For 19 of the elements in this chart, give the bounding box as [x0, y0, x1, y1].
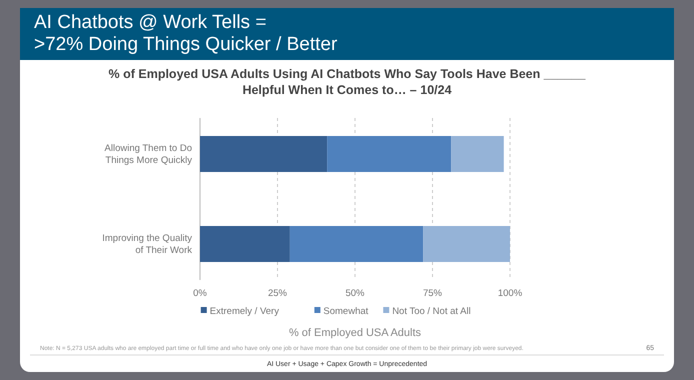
bar [423, 226, 510, 262]
x-tick-label: 100% [498, 288, 523, 299]
bar [290, 226, 424, 262]
legend-label: Somewhat [323, 306, 369, 317]
x-axis-title: % of Employed USA Adults [288, 327, 422, 339]
y-tick-label: Allowing Them to Do Things More Quickly [104, 143, 192, 166]
bar [451, 136, 504, 172]
x-tick-label: 25% [268, 288, 288, 299]
legend-label: Extremely / Very [210, 306, 280, 317]
bar [327, 136, 452, 172]
x-tick-label: 0% [193, 288, 208, 299]
bar [200, 136, 328, 172]
chart-subtitle: % of Employed USA Adults Using AI Chatbots Who Say Tools Have Been ______ Helpful When It Comes to… – 10/24 [108, 67, 587, 97]
x-tick-label: 50% [345, 288, 366, 299]
y-tick-label: Improving the Quality of Their Work [102, 233, 192, 256]
bar [200, 226, 290, 262]
x-tick-label: 75% [422, 288, 443, 299]
chart-title: AI Chatbots @ Work Tells = >72% Doing Things Quicker / Better [34, 12, 338, 55]
legend-label: Not Too / Not at All [392, 306, 471, 317]
